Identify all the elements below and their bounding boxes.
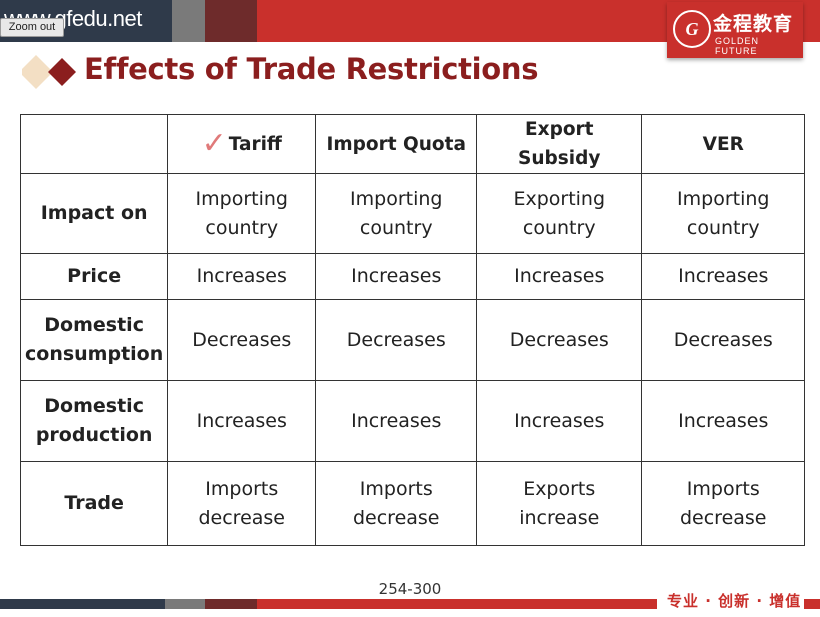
logo-emblem-icon: G xyxy=(673,10,711,48)
row-label-price: Price xyxy=(19,253,169,300)
table-row-impact: Impact on Importing country Importing co… xyxy=(19,173,806,254)
table-cell: Importing country xyxy=(167,173,317,254)
header-label-tariff: Tariff xyxy=(228,134,282,155)
row-label-production: Domestic production xyxy=(19,380,169,462)
footer-segment-red xyxy=(257,599,657,609)
table-cell: Exporting country xyxy=(476,173,643,254)
bottom-banner xyxy=(0,599,820,609)
zoom-out-button[interactable]: Zoom out xyxy=(0,18,64,37)
table-cell: Imports decrease xyxy=(167,461,317,546)
trade-restrictions-table: ✓ Tariff Import Quota Export Subsidy VER … xyxy=(19,114,806,546)
banner-segment-gray xyxy=(172,0,205,42)
table-cell: Increases xyxy=(315,380,478,462)
table-cell: Increases xyxy=(167,253,317,300)
table-cell: Imports decrease xyxy=(641,461,806,546)
table-cell: Increases xyxy=(315,253,478,300)
row-label-consumption: Domestic consumption xyxy=(19,299,169,381)
table-row-production: Domestic production Increases Increases … xyxy=(19,380,806,462)
row-label-impact: Impact on xyxy=(19,173,169,254)
logo-chinese-name: 金程教育 xyxy=(713,13,794,35)
table-cell: Increases xyxy=(476,253,643,300)
page-number: 254-300 xyxy=(378,580,442,598)
checkmark-icon: ✓ xyxy=(201,126,227,161)
header-cell-import-quota: Import Quota xyxy=(315,114,478,174)
header-cell-export-subsidy: Export Subsidy xyxy=(476,114,643,174)
table-cell: Importing country xyxy=(641,173,806,254)
brand-logo: G 金程教育 GOLDEN FUTURE xyxy=(667,2,803,58)
logo-english-name: GOLDEN FUTURE xyxy=(715,36,760,56)
table-cell: Imports decrease xyxy=(315,461,478,546)
footer-segment-red-end xyxy=(800,599,820,609)
table-row-consumption: Domestic consumption Decreases Decreases… xyxy=(19,299,806,381)
page-title: Effects of Trade Restrictions xyxy=(84,52,539,86)
header-cell-tariff: ✓ Tariff xyxy=(167,114,317,174)
table-cell: Decreases xyxy=(476,299,643,381)
table-row-price: Price Increases Increases Increases Incr… xyxy=(19,253,806,300)
table-row-trade: Trade Imports decrease Imports decrease … xyxy=(19,461,806,546)
table-cell: Decreases xyxy=(315,299,478,381)
table-cell: Importing country xyxy=(315,173,478,254)
footer-segment-gray xyxy=(165,599,205,609)
table-cell: Decreases xyxy=(167,299,317,381)
row-label-trade: Trade xyxy=(19,461,169,546)
table-cell: Increases xyxy=(641,380,806,462)
table-cell: Decreases xyxy=(641,299,806,381)
table-cell: Exports increase xyxy=(476,461,643,546)
header-cell-empty xyxy=(19,114,169,174)
table-cell: Increases xyxy=(641,253,806,300)
banner-segment-maroon xyxy=(205,0,257,42)
footer-slogan: 专业 · 创新 · 增值 xyxy=(664,590,805,611)
table-cell: Increases xyxy=(167,380,317,462)
title-diamond-icon xyxy=(22,55,76,89)
table-cell: Increases xyxy=(476,380,643,462)
footer-segment-navy xyxy=(0,599,165,609)
table-header-row: ✓ Tariff Import Quota Export Subsidy VER xyxy=(19,114,806,174)
footer-segment-maroon xyxy=(205,599,257,609)
header-cell-ver: VER xyxy=(641,114,806,174)
